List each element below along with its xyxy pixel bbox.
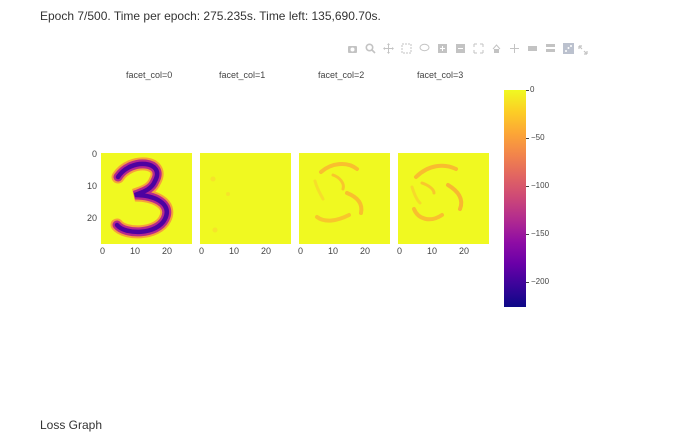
- x-tick-3-20: 20: [459, 246, 470, 256]
- colorbar-tickmark: [526, 138, 529, 139]
- facet-title-1: facet_col=1: [219, 70, 266, 80]
- facet-title-0: facet_col=0: [126, 70, 173, 80]
- plot-modebar[interactable]: [346, 42, 574, 54]
- hover-compare-icon[interactable]: [544, 42, 556, 54]
- spike-lines-icon[interactable]: [508, 42, 520, 54]
- pan-icon[interactable]: [382, 42, 394, 54]
- x-tick-0-20: 20: [162, 246, 173, 256]
- x-tick-1-10: 10: [229, 246, 240, 256]
- x-tick-3-10: 10: [427, 246, 438, 256]
- y-tick-10: 10: [87, 181, 98, 191]
- heatmap-panel-0[interactable]: [101, 153, 192, 244]
- colorbar-tick-neg50: −50: [531, 133, 545, 142]
- colorbar-tick-neg200: −200: [531, 277, 550, 286]
- hover-closest-icon[interactable]: [526, 42, 538, 54]
- y-tick-0: 0: [92, 149, 98, 159]
- reset-axes-icon[interactable]: [490, 42, 502, 54]
- colorbar-tick-neg150: −150: [531, 229, 550, 238]
- epoch-status-text: Epoch 7/500. Time per epoch: 275.235s. T…: [40, 9, 381, 23]
- colorbar-tickmark: [526, 90, 529, 91]
- colorbar-tickmark: [526, 234, 529, 235]
- x-tick-0-10: 10: [130, 246, 141, 256]
- x-tick-2-20: 20: [360, 246, 371, 256]
- box-select-icon[interactable]: [400, 42, 412, 54]
- x-tick-2-10: 10: [328, 246, 339, 256]
- heatmap-panel-1[interactable]: [200, 153, 291, 244]
- x-tick-2-0: 0: [298, 246, 304, 256]
- x-tick-1-20: 20: [261, 246, 272, 256]
- camera-icon[interactable]: [346, 42, 358, 54]
- colorbar-tick-0: 0: [530, 85, 535, 94]
- plotly-logo-icon[interactable]: [562, 42, 574, 54]
- zoom-icon[interactable]: [364, 42, 376, 54]
- colorbar-tickmark: [526, 186, 529, 187]
- colorbar[interactable]: [504, 90, 526, 307]
- facet-title-3: facet_col=3: [417, 70, 464, 80]
- y-tick-20: 20: [87, 213, 98, 223]
- plotly-expand-icon[interactable]: [578, 42, 588, 60]
- x-tick-0-0: 0: [100, 246, 106, 256]
- autoscale-icon[interactable]: [472, 42, 484, 54]
- zoom-out-icon[interactable]: [454, 42, 466, 54]
- loss-graph-heading: Loss Graph: [40, 418, 103, 432]
- zoom-in-icon[interactable]: [436, 42, 448, 54]
- x-tick-3-0: 0: [397, 246, 403, 256]
- x-tick-1-0: 0: [199, 246, 205, 256]
- facet-title-2: facet_col=2: [318, 70, 365, 80]
- heatmap-panel-3[interactable]: [398, 153, 489, 244]
- heatmap-panel-2[interactable]: [299, 153, 390, 244]
- colorbar-tick-neg100: −100: [531, 181, 550, 190]
- lasso-icon[interactable]: [418, 42, 430, 54]
- colorbar-tickmark: [526, 282, 529, 283]
